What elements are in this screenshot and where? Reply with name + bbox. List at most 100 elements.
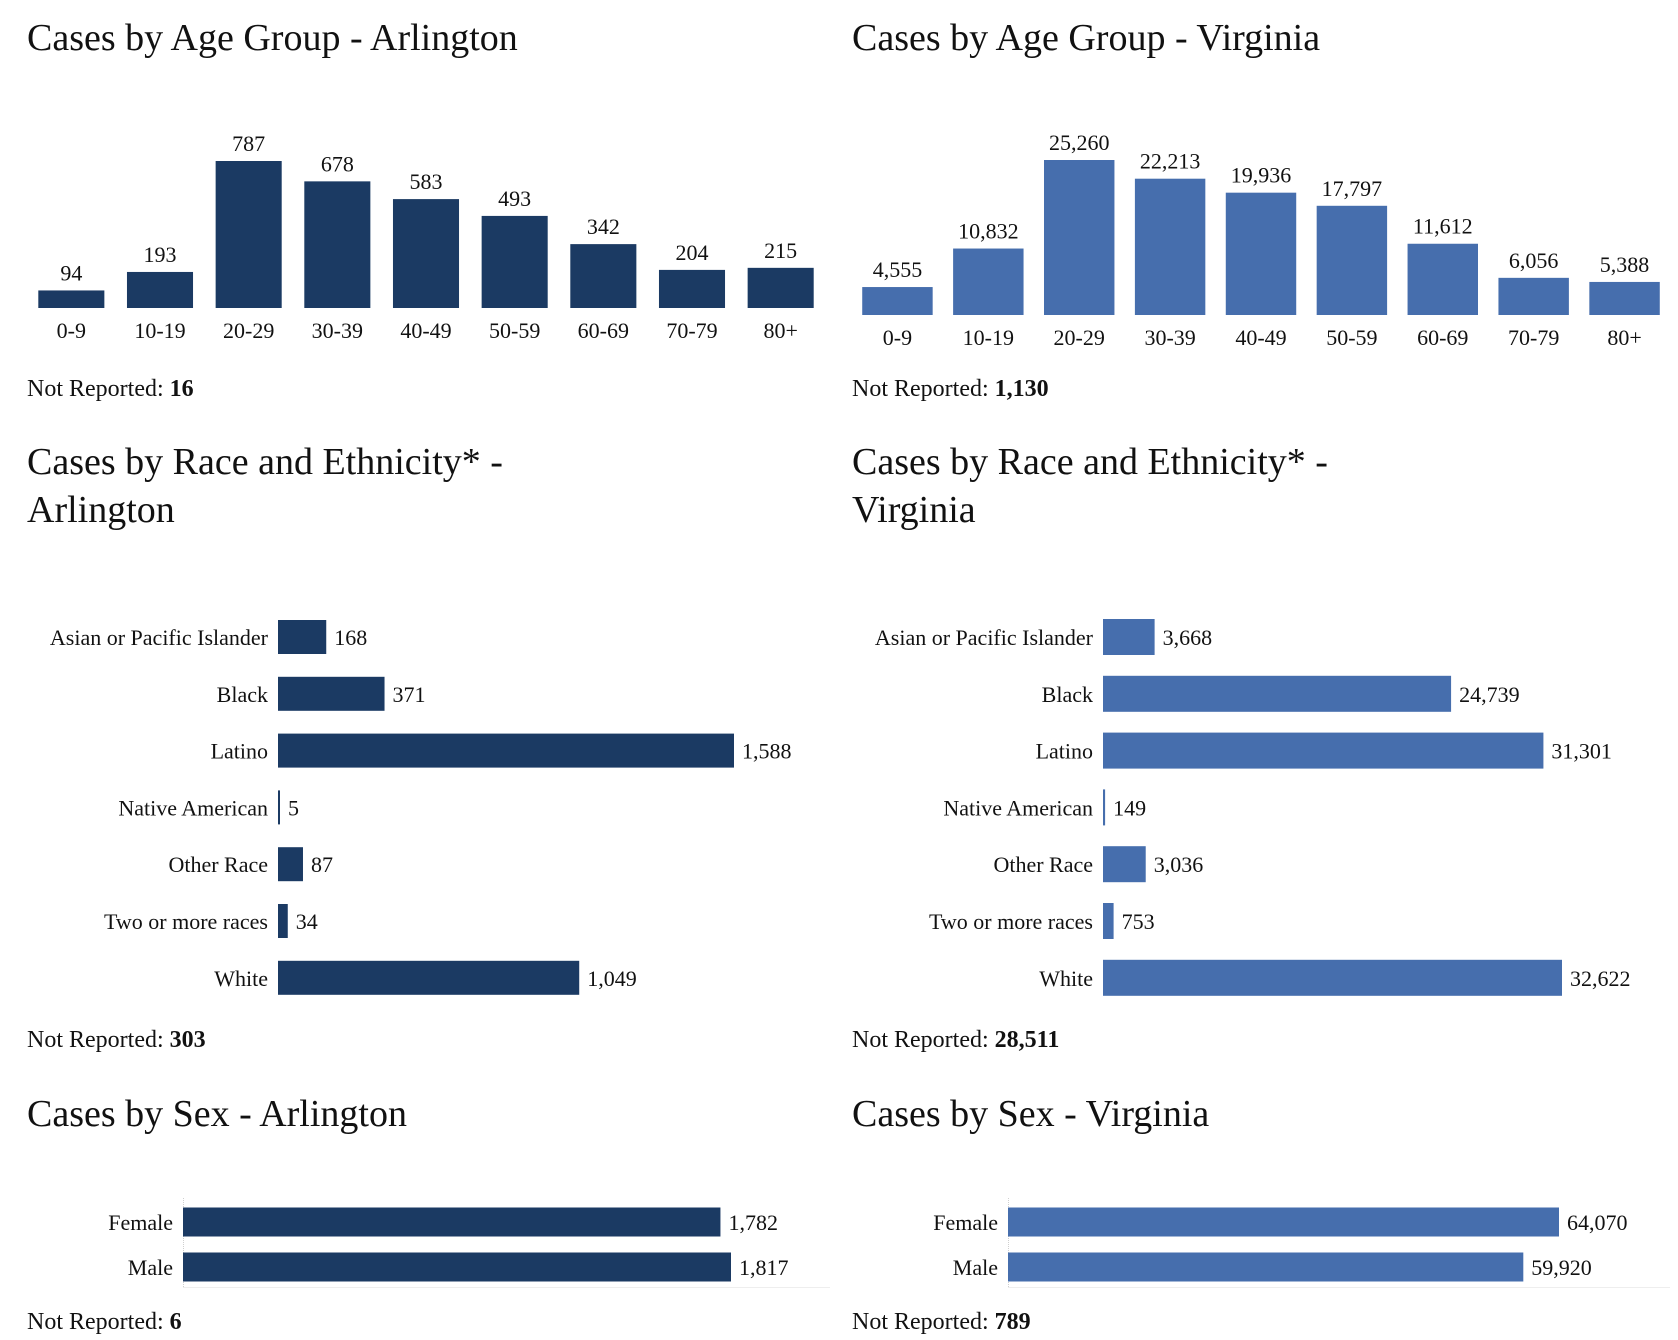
tick-label: 40-49: [400, 318, 451, 343]
tick-label: 50-59: [489, 318, 540, 343]
tick-label: 50-59: [1326, 325, 1377, 350]
category-label: Female: [933, 1210, 998, 1235]
chart-title-line-2: Virginia: [852, 489, 976, 531]
chart-title: Cases by Age Group - Virginia: [852, 17, 1321, 59]
tick-label: 20-29: [223, 318, 274, 343]
bar: [481, 215, 548, 308]
bar: [278, 960, 580, 995]
bar: [215, 161, 282, 308]
data-label: 34: [296, 909, 318, 934]
category-label: Native American: [118, 795, 268, 820]
category-label: Male: [953, 1255, 998, 1280]
bar: [953, 248, 1024, 315]
chart-title-line-1: Cases by Race and Ethnicity* -: [852, 441, 1328, 483]
bar: [1407, 243, 1478, 315]
bar: [1103, 675, 1452, 712]
data-label: 1,049: [587, 966, 637, 991]
data-label: 215: [764, 238, 797, 263]
bar: [862, 287, 933, 315]
bar: [1044, 160, 1115, 315]
category-label: Asian or Pacific Islander: [875, 625, 1094, 650]
chart-title: Cases by Race and Ethnicity* - Arlington: [27, 438, 503, 534]
tick-label: 60-69: [1417, 325, 1468, 350]
bar: [1225, 192, 1297, 315]
chart-title-line-1: Cases by Race and Ethnicity* -: [27, 441, 503, 483]
not-reported-label: Not Reported:: [27, 376, 164, 402]
bar: [278, 847, 303, 882]
data-label: 787: [232, 131, 265, 156]
data-label: 204: [676, 240, 709, 265]
not-reported-note: Not Reported: 16: [27, 376, 194, 403]
category-label: Black: [1042, 682, 1093, 707]
not-reported-value: 1,130: [994, 376, 1049, 402]
category-label: Asian or Pacific Islander: [50, 625, 269, 650]
tick-label: 10-19: [134, 318, 185, 343]
category-label: Latino: [211, 739, 268, 764]
bar: [1103, 732, 1544, 769]
not-reported-value: 28,511: [994, 1027, 1060, 1053]
category-label: Two or more races: [104, 909, 268, 934]
bar-chart-race-arlington: Asian or Pacific Islander 168 Black 371 Lati…: [50, 620, 792, 995]
data-label: 583: [410, 169, 443, 194]
category-label: White: [1039, 966, 1093, 991]
data-label: 493: [498, 186, 531, 211]
not-reported-note: Not Reported: 6: [27, 1309, 182, 1336]
bar: [183, 1207, 721, 1237]
tick-label: 70-79: [1508, 325, 1559, 350]
not-reported-note: Not Reported: 28,511: [852, 1027, 1059, 1054]
data-label: 64,070: [1567, 1210, 1628, 1235]
bar: [1008, 1252, 1524, 1282]
data-label: 3,036: [1154, 852, 1204, 877]
not-reported-note: Not Reported: 303: [27, 1027, 206, 1054]
category-label: Native American: [943, 795, 1093, 820]
not-reported-value: 303: [169, 1027, 206, 1053]
category-label: Two or more races: [929, 909, 1093, 934]
bar: [183, 1252, 731, 1282]
chart-title-line-2: Arlington: [27, 489, 175, 531]
bar: [570, 244, 637, 308]
data-label: 168: [334, 625, 367, 650]
data-label: 753: [1122, 909, 1155, 934]
bar-chart-sex-arlington: Female 1,782 Male 1,817: [108, 1198, 830, 1288]
bar: [126, 271, 194, 308]
bar: [1498, 277, 1569, 315]
data-label: 94: [60, 260, 82, 285]
bar: [392, 199, 460, 308]
data-label: 87: [311, 852, 333, 877]
tick-label: 10-19: [963, 325, 1014, 350]
bar: [1134, 178, 1206, 315]
bar: [278, 733, 734, 768]
data-label: 193: [144, 242, 177, 267]
data-label: 32,622: [1570, 966, 1631, 991]
chart-title: Cases by Sex - Arlington: [27, 1093, 407, 1135]
data-label: 5,388: [1600, 252, 1650, 277]
not-reported-note: Not Reported: 1,130: [852, 376, 1049, 403]
category-label: Other Race: [168, 852, 268, 877]
tick-label: 20-29: [1054, 325, 1105, 350]
data-label: 6,056: [1509, 248, 1559, 273]
category-label: Black: [217, 682, 268, 707]
bar: [1103, 619, 1155, 655]
not-reported-label: Not Reported:: [27, 1027, 164, 1053]
category-label: Other Race: [993, 852, 1093, 877]
bar: [1103, 959, 1562, 996]
data-label: 25,260: [1049, 130, 1110, 155]
not-reported-label: Not Reported:: [852, 1309, 989, 1335]
data-label: 19,936: [1231, 163, 1292, 188]
tick-label: 80+: [1607, 325, 1641, 350]
bar: [1316, 205, 1388, 315]
not-reported-value: 789: [994, 1309, 1031, 1335]
tick-label: 0-9: [57, 318, 86, 343]
data-label: 59,920: [1531, 1255, 1592, 1280]
data-label: 31,301: [1551, 739, 1612, 764]
bar: [658, 269, 726, 308]
tick-label: 0-9: [883, 325, 912, 350]
data-label: 371: [393, 682, 426, 707]
not-reported-value: 6: [169, 1309, 182, 1335]
data-label: 11,612: [1413, 214, 1473, 239]
not-reported-value: 16: [169, 376, 194, 402]
data-label: 149: [1113, 795, 1146, 820]
bar: [278, 676, 385, 711]
data-label: 24,739: [1459, 682, 1520, 707]
tick-label: 40-49: [1235, 325, 1286, 350]
